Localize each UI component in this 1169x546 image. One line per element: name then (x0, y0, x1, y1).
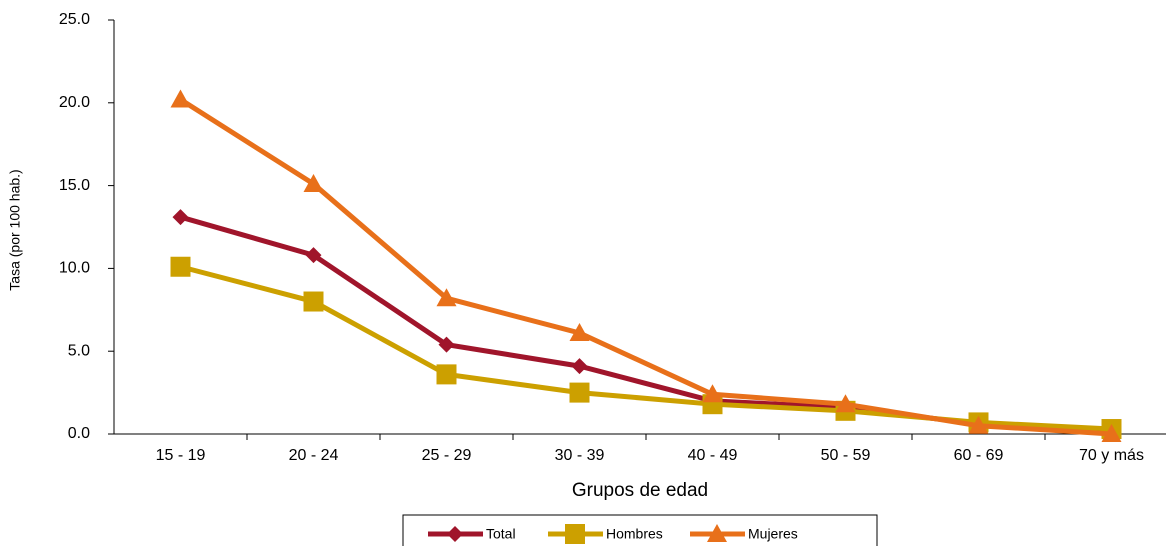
x-tick-label: 25 - 29 (422, 447, 472, 464)
point (436, 288, 457, 307)
y-tick-label: 0.0 (68, 425, 90, 442)
legend-marker (447, 526, 463, 542)
legend-label: Total (486, 526, 516, 542)
y-tick-label: 10.0 (59, 260, 90, 277)
point (569, 382, 590, 403)
point (968, 415, 989, 434)
x-tick-label: 50 - 59 (821, 447, 871, 464)
x-tick-label: 20 - 24 (289, 447, 339, 464)
legend-marker (707, 524, 727, 542)
point (1101, 424, 1122, 442)
point (571, 358, 588, 375)
point (438, 336, 455, 353)
legend-marker (565, 524, 585, 544)
series-line (179, 97, 1112, 437)
point (170, 89, 191, 108)
point (305, 247, 322, 264)
legend-box (402, 514, 878, 546)
legend-label: Mujeres (748, 526, 798, 542)
series-line (179, 264, 1112, 432)
point (569, 322, 590, 341)
x-axis-label: Grupos de edad (572, 480, 708, 501)
point (436, 364, 457, 385)
y-tick-label: 15.0 (59, 177, 90, 194)
x-tick-label: 40 - 49 (688, 447, 738, 464)
point (835, 394, 856, 413)
y-tick-label: 20.0 (59, 94, 90, 111)
x-tick-label: 70 y más (1079, 447, 1144, 464)
y-tick-label: 5.0 (68, 342, 90, 359)
point (303, 173, 324, 192)
point (172, 209, 189, 226)
point (170, 256, 191, 277)
x-tick-label: 30 - 39 (555, 447, 605, 464)
x-tick-label: 60 - 69 (954, 447, 1004, 464)
x-tick-label: 15 - 19 (156, 447, 206, 464)
y-tick-label: 25.0 (59, 11, 90, 28)
legend-label: Hombres (606, 526, 663, 542)
point (303, 291, 324, 312)
y-axis-label: Tasa (por 100 hab.) (7, 169, 23, 290)
point (702, 384, 723, 403)
